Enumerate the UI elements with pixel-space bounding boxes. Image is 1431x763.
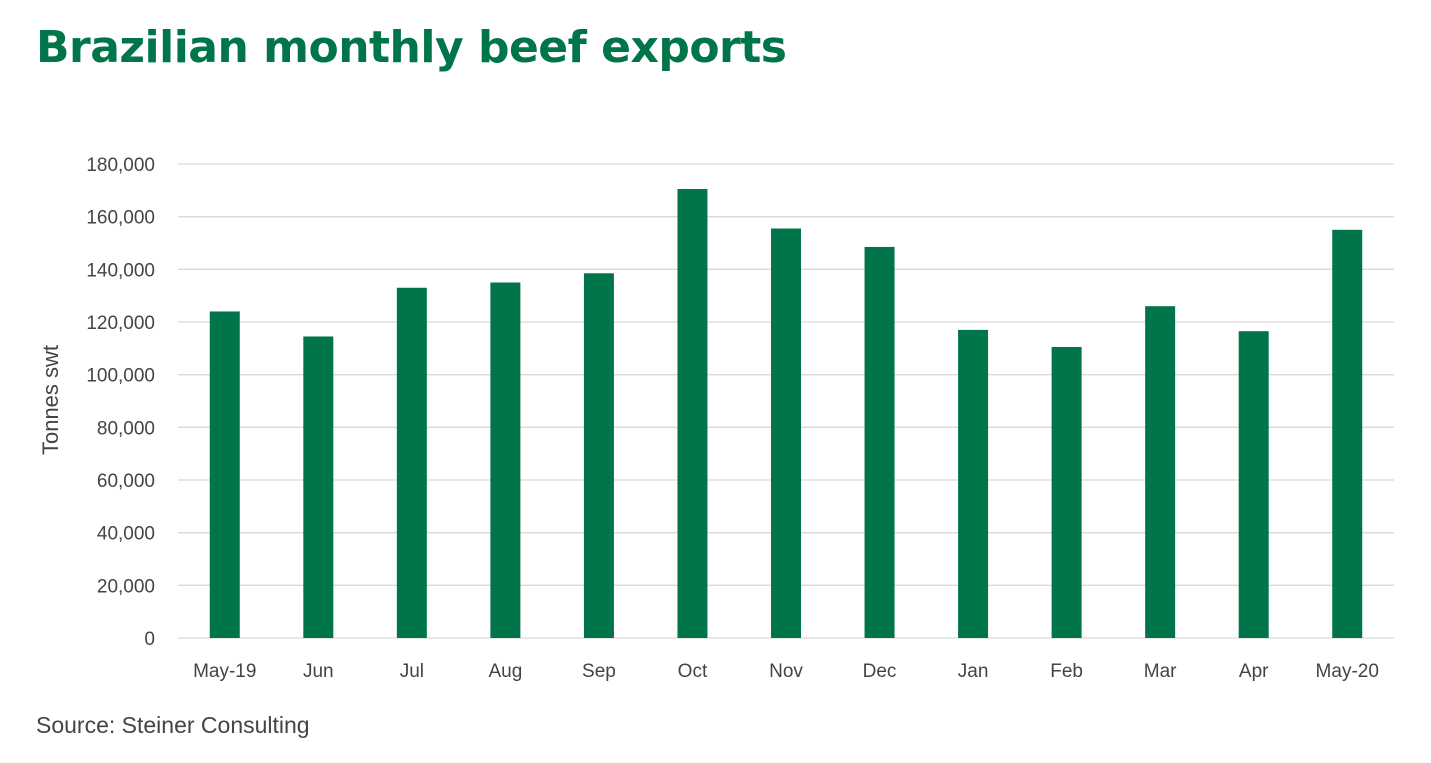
bar-mar: [1145, 306, 1176, 638]
bar-may-20: [1332, 229, 1363, 639]
x-tick-label: Oct: [678, 661, 708, 682]
bar-aug: [490, 282, 521, 638]
x-axis-ticks: May-19 Jun Jul Aug Sep Oct Nov Dec Jan Feb Mar Apr M…: [193, 661, 1379, 682]
x-tick-label: Apr: [1239, 661, 1269, 682]
y-tick-label: 40,000: [97, 524, 155, 545]
x-tick-label: Aug: [488, 661, 522, 682]
x-tick-label: Feb: [1050, 661, 1083, 682]
bar-feb: [1051, 347, 1082, 638]
bar-sep: [583, 273, 614, 638]
y-tick-label: 20,000: [97, 576, 155, 597]
x-tick-label: Jul: [400, 661, 424, 682]
y-tick-label: 140,000: [86, 260, 155, 281]
x-tick-label: Dec: [863, 661, 897, 682]
x-tick-label: Jun: [303, 661, 334, 682]
bar-nov: [771, 228, 801, 638]
y-tick-label: 60,000: [97, 471, 155, 492]
y-tick-label: 160,000: [86, 208, 155, 229]
y-tick-label: 120,000: [86, 313, 155, 334]
x-tick-label: Mar: [1144, 661, 1177, 682]
y-axis-label: Tonnes swt: [38, 345, 63, 455]
x-tick-label: Sep: [582, 661, 616, 682]
y-tick-label: 80,000: [97, 418, 155, 439]
source-note: Source: Steiner Consulting: [36, 712, 310, 738]
bar-may-19: [209, 311, 240, 638]
y-axis-ticks: 0 20,000 40,000 60,000 80,000 100,000 120,000 1…: [86, 155, 155, 650]
bar-jan: [958, 329, 989, 638]
bars: [209, 189, 1363, 639]
y-tick-label: 100,000: [86, 366, 155, 387]
x-tick-label: Jan: [958, 661, 989, 682]
chart-title: Brazilian monthly beef exports: [36, 22, 787, 73]
bar-apr: [1238, 331, 1269, 638]
y-tick-label: 0: [144, 629, 155, 650]
bar-dec: [864, 246, 895, 638]
x-tick-label: May-19: [193, 661, 256, 682]
y-tick-label: 180,000: [86, 155, 155, 176]
bar-jul: [396, 287, 427, 638]
bar-oct: [677, 189, 708, 638]
x-tick-label: Nov: [769, 661, 803, 682]
x-tick-label: May-20: [1316, 661, 1379, 682]
bar-jun: [303, 336, 334, 638]
